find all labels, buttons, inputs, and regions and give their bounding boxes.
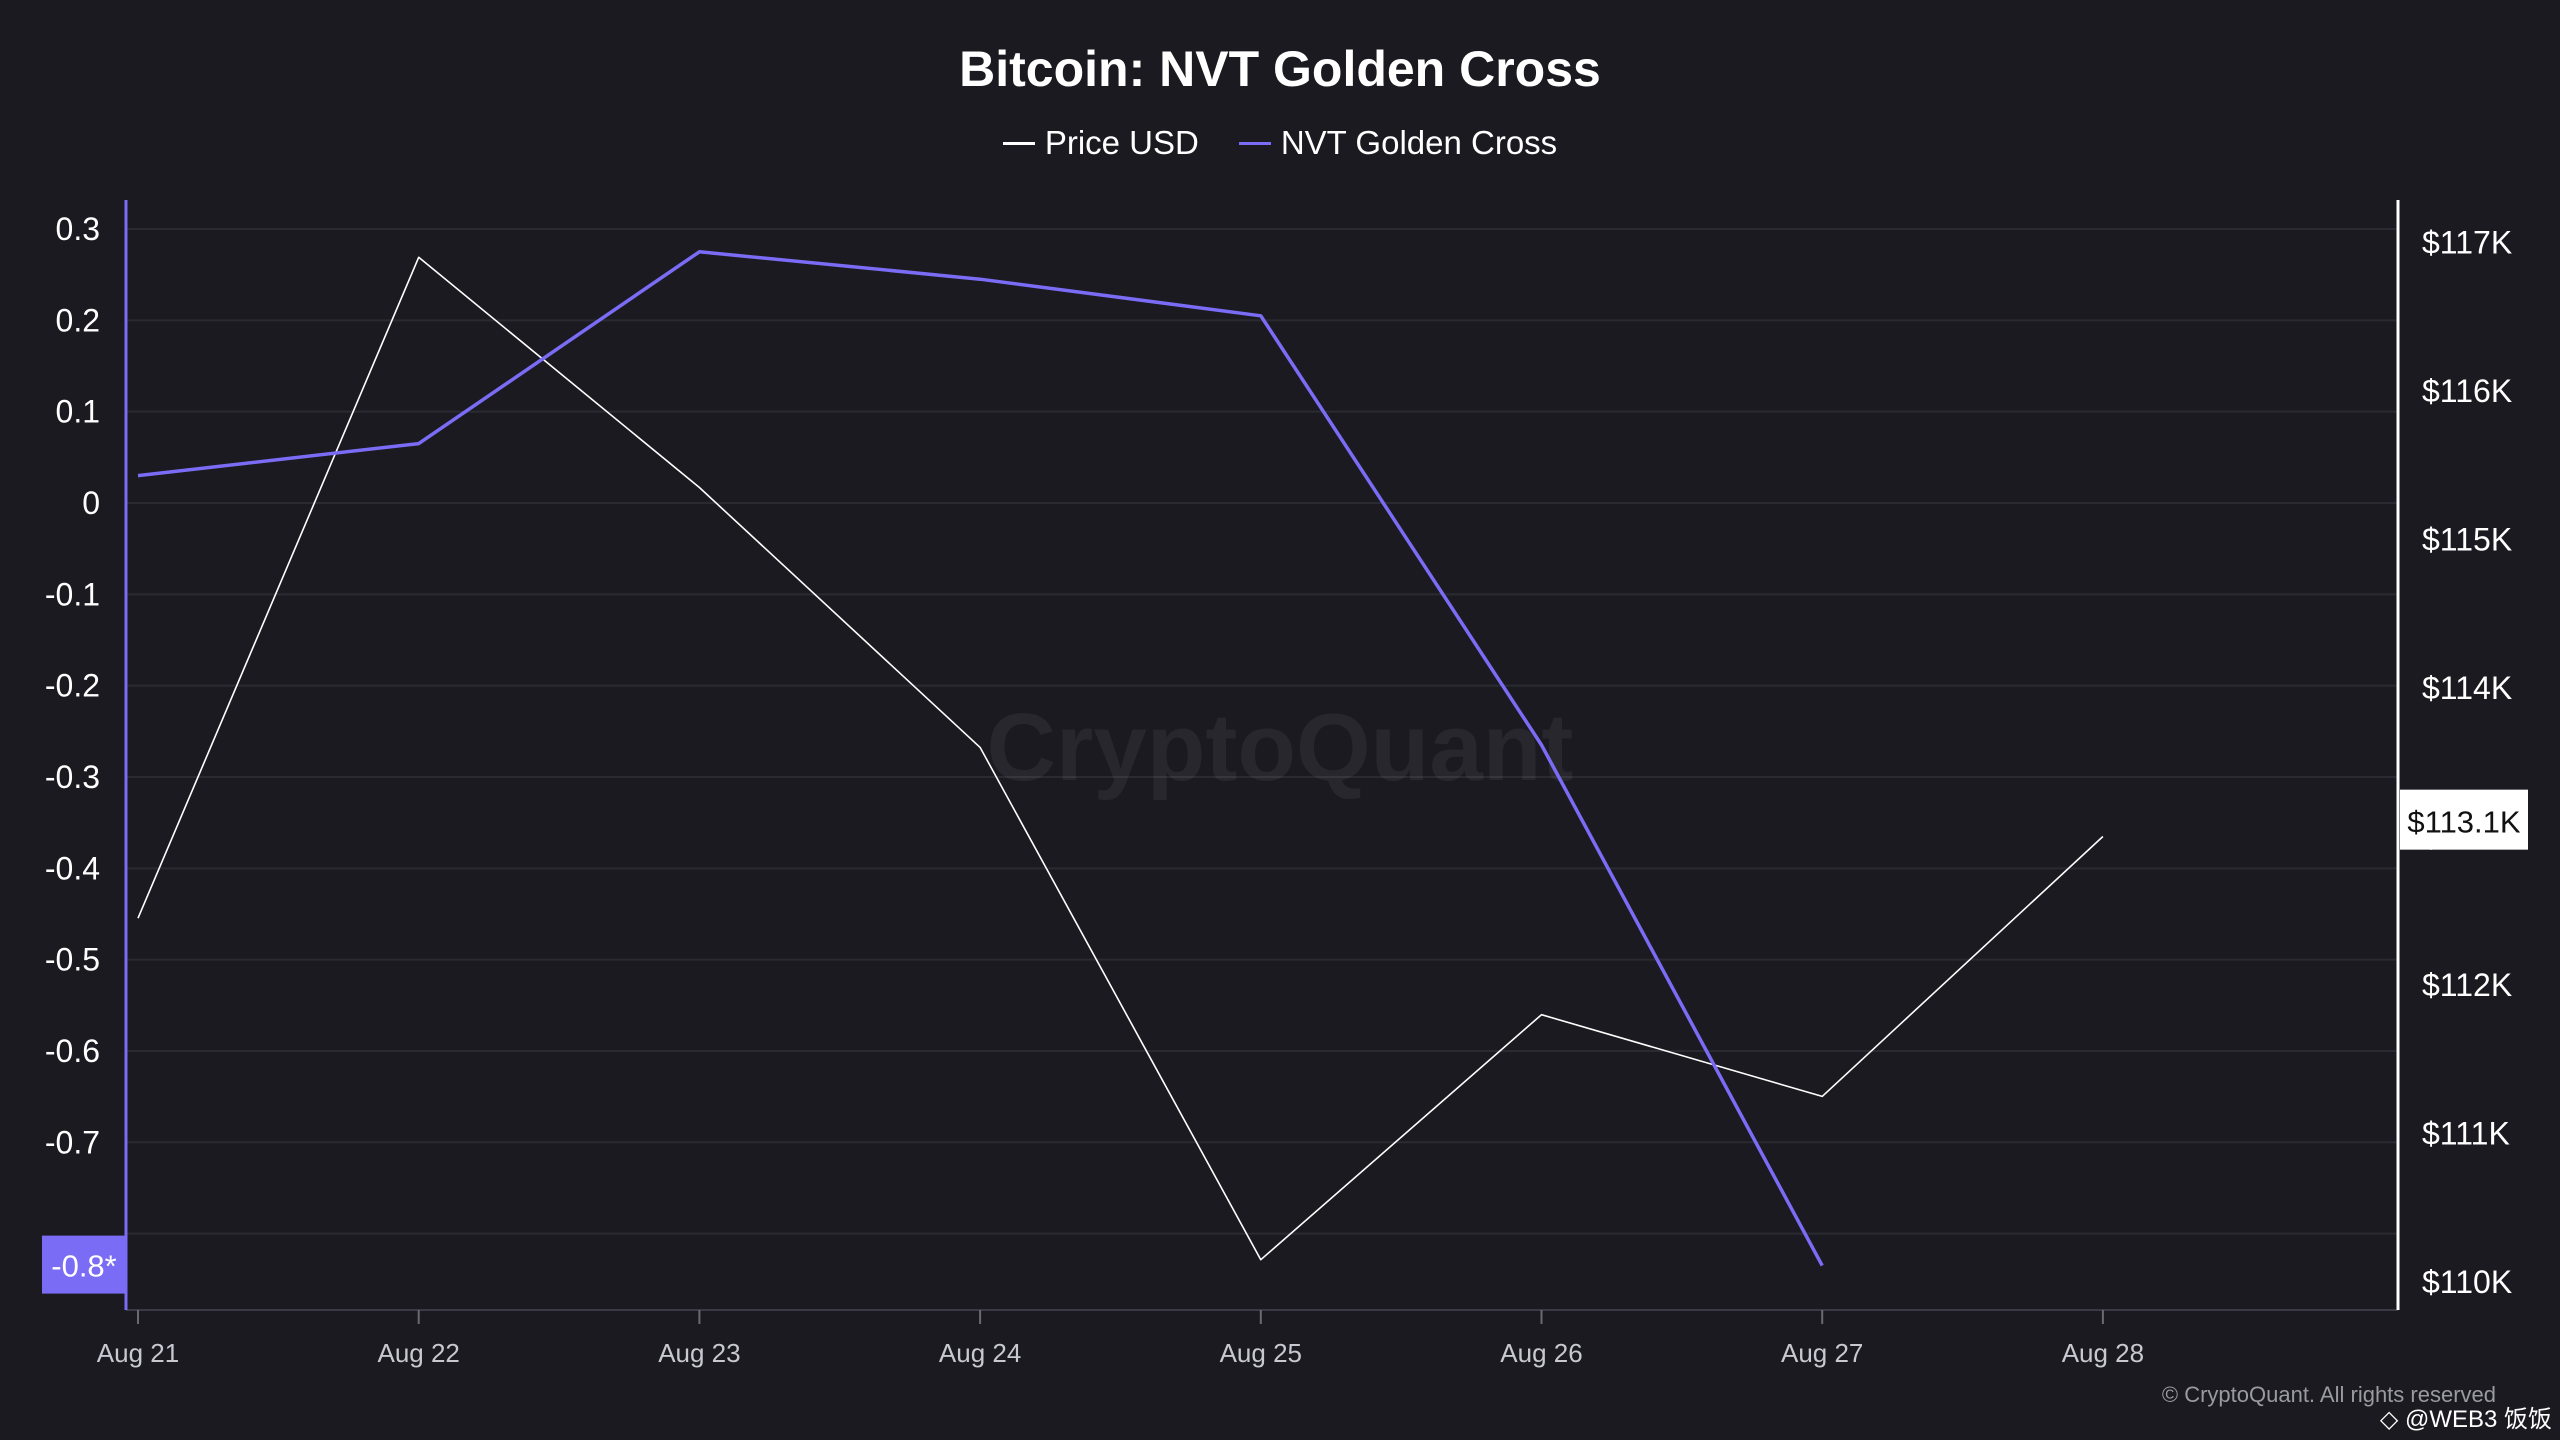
legend-label-price: Price USD xyxy=(1044,124,1199,161)
watermark-text: CryptoQuant xyxy=(987,694,1574,801)
right-tick-label: $114K xyxy=(2422,670,2512,706)
chart-title: Bitcoin: NVT Golden Cross xyxy=(959,41,1601,97)
x-tick-label: Aug 21 xyxy=(97,1338,179,1368)
left-tick-label: -0.4 xyxy=(45,850,100,886)
legend: Price USD NVT Golden Cross xyxy=(0,124,2560,162)
x-tick-label: Aug 24 xyxy=(939,1338,1021,1368)
labels-layer: 0.3 0.2 0.1 0 -0.1 -0.2 -0.3 -0.4 -0.5 -0.6 -0.7 Au… xyxy=(42,211,2528,1368)
x-tick-label: Aug 22 xyxy=(377,1338,459,1368)
left-current-badge xyxy=(42,1235,126,1294)
x-tick-label: Aug 25 xyxy=(1220,1338,1302,1368)
right-tick-label: $117K xyxy=(2422,225,2512,261)
nvt-golden-cross-line xyxy=(137,250,1824,1267)
left-tick-label: -0.7 xyxy=(45,1124,100,1160)
right-tick-label: $110K xyxy=(2422,1264,2512,1300)
right-tick-label: $111K xyxy=(2422,1116,2510,1152)
left-tick-label: 0.3 xyxy=(56,211,100,247)
left-tick-label: -0.5 xyxy=(45,942,100,978)
legend-item-nvt[interactable]: NVT Golden Cross xyxy=(1238,124,1558,162)
right-current-badge xyxy=(2400,789,2528,850)
legend-swatch-price xyxy=(1002,141,1035,145)
left-tick-label: -0.2 xyxy=(45,668,100,704)
left-tick-label: -0.3 xyxy=(45,759,100,795)
right-tick-label: $115K xyxy=(2422,522,2512,558)
right-tick-label: $116K xyxy=(2422,373,2512,409)
x-tick-label: Aug 28 xyxy=(2062,1338,2144,1368)
legend-label-nvt: NVT Golden Cross xyxy=(1280,124,1558,161)
left-tick-label: -0.6 xyxy=(45,1033,100,1069)
x-tick-label: Aug 23 xyxy=(658,1338,740,1368)
left-tick-label: -0.1 xyxy=(45,576,100,612)
left-tick-label: 0.2 xyxy=(56,302,100,338)
price-usd-line xyxy=(137,256,2104,1261)
left-tick-label: 0 xyxy=(82,485,100,521)
right-current-label: $113.1K xyxy=(2407,805,2521,840)
left-current-label: -0.8* xyxy=(51,1249,116,1284)
legend-item-price[interactable]: Price USD xyxy=(1002,124,1199,162)
left-tick-label: 0.1 xyxy=(56,394,100,430)
legend-swatch-nvt xyxy=(1238,141,1271,145)
x-tick-label: Aug 26 xyxy=(1500,1338,1582,1368)
copyright-footer: © CryptoQuant. All rights reserved xyxy=(2161,1382,2496,1407)
user-watermark: ◇ @WEB3 饭饭 xyxy=(2379,1406,2552,1433)
right-tick-label: $112K xyxy=(2422,967,2512,1003)
axes-layer xyxy=(124,200,2400,1324)
x-tick-label: Aug 27 xyxy=(1781,1338,1863,1368)
series-layer xyxy=(137,250,2104,1267)
